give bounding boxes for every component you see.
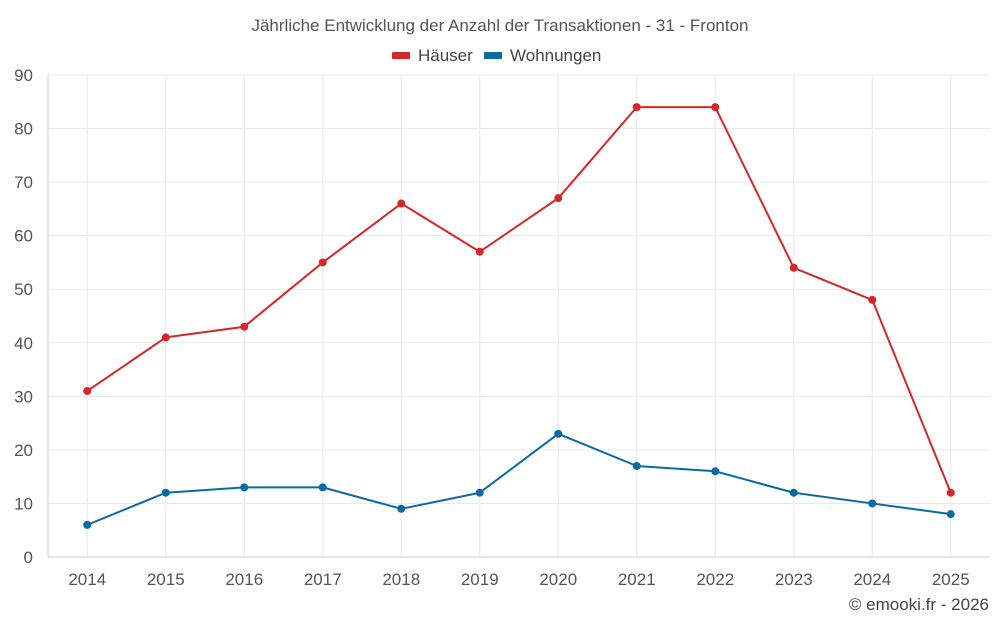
x-tick-label-2025: 2025 xyxy=(932,570,970,589)
data-point-haeuser-2019[interactable] xyxy=(475,247,484,256)
x-tick-label-2018: 2018 xyxy=(382,570,420,589)
legend-label-haeuser: Häuser xyxy=(418,46,473,65)
y-tick-label-90: 90 xyxy=(14,66,33,85)
y-tick-label-70: 70 xyxy=(14,173,33,192)
chart-legend: Häuser Wohnungen xyxy=(392,46,601,65)
chart-grid xyxy=(48,74,990,557)
x-tick-label-2016: 2016 xyxy=(225,570,263,589)
data-point-haeuser-2017[interactable] xyxy=(318,258,327,267)
y-tick-label-60: 60 xyxy=(14,227,33,246)
data-point-haeuser-2022[interactable] xyxy=(711,103,720,112)
y-tick-label-0: 0 xyxy=(24,548,33,567)
data-point-haeuser-2025[interactable] xyxy=(946,488,955,497)
series-layer xyxy=(83,103,955,529)
data-point-wohnungen-2021[interactable] xyxy=(632,461,641,470)
x-tick-label-2023: 2023 xyxy=(775,570,813,589)
legend-label-wohnungen: Wohnungen xyxy=(510,46,601,65)
data-point-wohnungen-2015[interactable] xyxy=(161,488,170,497)
y-tick-label-30: 30 xyxy=(14,387,33,406)
data-point-haeuser-2020[interactable] xyxy=(554,194,563,203)
data-point-wohnungen-2023[interactable] xyxy=(789,488,798,497)
data-point-haeuser-2024[interactable] xyxy=(868,295,877,304)
data-point-wohnungen-2016[interactable] xyxy=(240,483,249,492)
copyright-credit: © emooki.fr - 2026 xyxy=(849,595,989,614)
x-tick-label-2022: 2022 xyxy=(696,570,734,589)
y-tick-label-40: 40 xyxy=(14,334,33,353)
data-point-wohnungen-2018[interactable] xyxy=(397,504,406,513)
data-point-haeuser-2018[interactable] xyxy=(397,199,406,208)
data-point-wohnungen-2020[interactable] xyxy=(554,429,563,438)
series-line-wohnungen xyxy=(86,432,951,526)
x-tick-label-2015: 2015 xyxy=(147,570,185,589)
chart-title: Jährliche Entwicklung der Anzahl der Tra… xyxy=(251,16,748,35)
series-line-haeuser xyxy=(86,106,952,494)
x-tick-label-2019: 2019 xyxy=(461,570,499,589)
y-tick-label-10: 10 xyxy=(14,494,33,513)
x-tick-label-2014: 2014 xyxy=(68,570,106,589)
data-point-wohnungen-2014[interactable] xyxy=(83,520,92,529)
y-tick-label-80: 80 xyxy=(14,120,33,139)
data-point-wohnungen-2017[interactable] xyxy=(318,483,327,492)
x-tick-label-2024: 2024 xyxy=(853,570,891,589)
legend-swatch-haeuser xyxy=(392,52,410,59)
legend-swatch-wohnungen xyxy=(484,52,502,59)
x-tick-label-2020: 2020 xyxy=(539,570,577,589)
x-tick-label-2021: 2021 xyxy=(618,570,656,589)
data-point-wohnungen-2022[interactable] xyxy=(711,467,720,476)
y-tick-label-20: 20 xyxy=(14,441,33,460)
data-point-wohnungen-2025[interactable] xyxy=(946,510,955,519)
data-point-haeuser-2023[interactable] xyxy=(789,263,798,272)
x-tick-label-2017: 2017 xyxy=(304,570,342,589)
chart-axes: 0 10 20 30 40 50 60 70 80 90 2014 2015 2016 2017 2018 2… xyxy=(14,66,990,589)
data-point-haeuser-2014[interactable] xyxy=(83,386,92,395)
data-point-haeuser-2021[interactable] xyxy=(632,103,641,112)
y-tick-label-50: 50 xyxy=(14,280,33,299)
data-point-haeuser-2015[interactable] xyxy=(161,333,170,342)
data-point-haeuser-2016[interactable] xyxy=(240,322,249,331)
data-point-wohnungen-2024[interactable] xyxy=(868,499,877,508)
data-point-wohnungen-2019[interactable] xyxy=(475,488,484,497)
